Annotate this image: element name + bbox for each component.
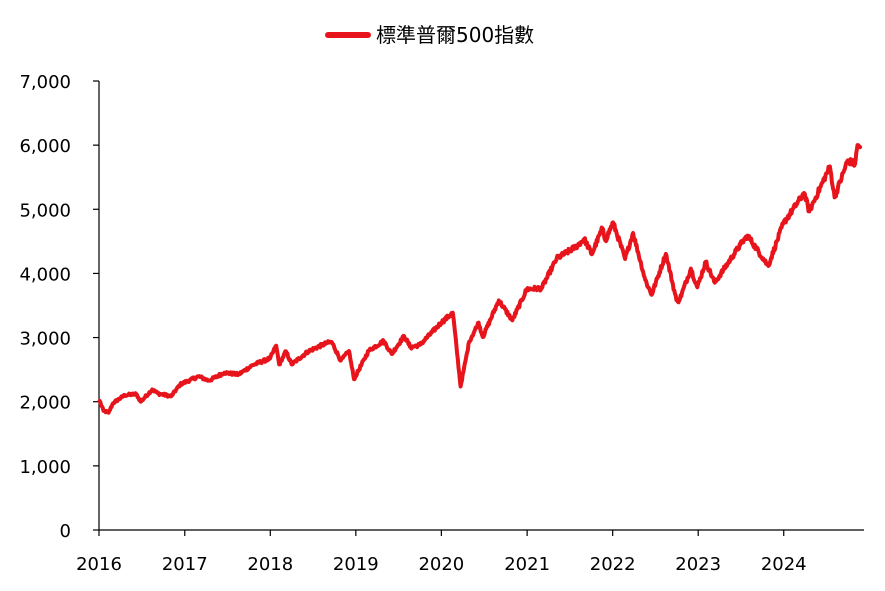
y-tick-label: 7,000 (19, 72, 71, 93)
x-tick-label: 2023 (675, 554, 721, 575)
legend-label: 標準普爾500指數 (376, 23, 534, 47)
y-tick-label: 0 (60, 521, 71, 542)
x-tick-label: 2018 (247, 554, 293, 575)
y-tick-label: 4,000 (19, 264, 71, 285)
plot-area (97, 143, 863, 415)
x-tick-label: 2020 (418, 554, 464, 575)
x-tick-label: 2017 (162, 554, 208, 575)
y-tick-label: 1,000 (19, 457, 71, 478)
x-tick-label: 2021 (504, 554, 550, 575)
x-tick-label: 2024 (761, 554, 807, 575)
series-line (97, 143, 863, 415)
x-tick-label: 2022 (590, 554, 636, 575)
legend: 標準普爾500指數 (325, 23, 534, 47)
x-tick-labels: 2016 2017 2018 2019 2020 2021 2022 2023 2024 (76, 554, 807, 575)
x-tick-label: 2019 (333, 554, 379, 575)
y-tick-label: 3,000 (19, 329, 71, 350)
y-tick-label: 2,000 (19, 393, 71, 414)
x-tick-label: 2016 (76, 554, 122, 575)
y-tick-labels: 0 1,000 2,000 3,000 4,000 5,000 6,000 7,000 (19, 72, 71, 542)
y-tick-label: 6,000 (19, 136, 71, 157)
y-tick-label: 5,000 (19, 200, 71, 221)
axes (93, 80, 864, 536)
